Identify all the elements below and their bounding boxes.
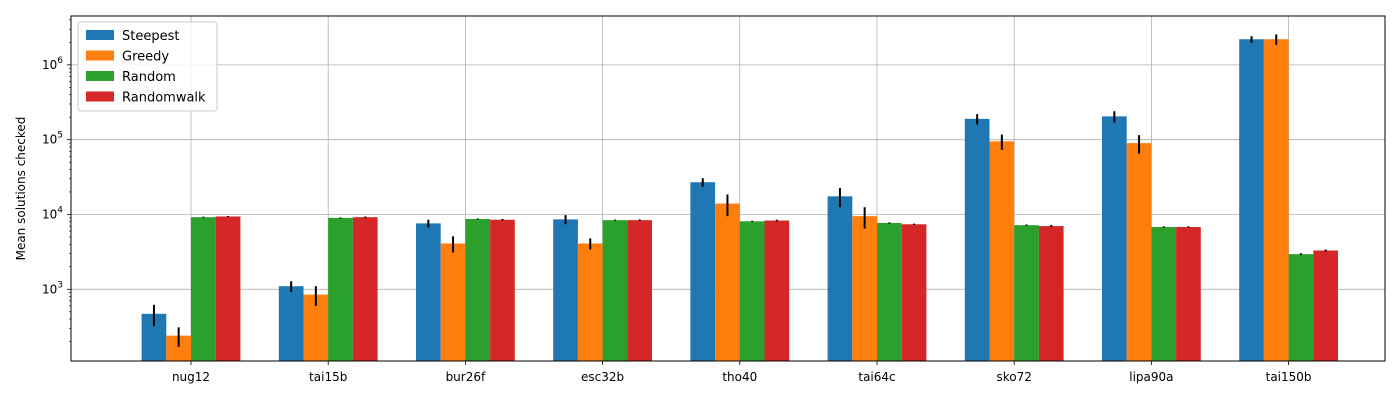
x-tick-label: bur26f [446,370,486,384]
bar-random [602,220,628,361]
legend-label: Steepest [122,29,179,44]
bar-randomwalk [627,220,652,361]
x-tick-label: lipa90a [1129,370,1173,384]
legend: Steepest Greedy Random Randomwalk [77,21,218,112]
bar-greedy [1263,39,1289,361]
bar-random [1288,254,1314,361]
bar-greedy [440,243,466,361]
bar-steepest [553,219,578,361]
y-tick-label: 104 [42,205,63,221]
bar-random [1151,227,1177,361]
legend-swatch [86,50,114,61]
bar-steepest [964,118,990,361]
x-tick-label: sko72 [997,370,1032,384]
bar-random [328,217,353,361]
bar-greedy [1126,143,1152,361]
bar-random [877,222,902,361]
legend-label: Random [122,70,176,85]
bar-randomwalk [490,219,515,361]
y-tick-label: 106 [42,56,63,72]
bar-randomwalk [901,224,927,361]
y-axis-label: Mean solutions checked [14,117,28,261]
legend-label: Randomwalk [122,91,206,106]
legend-box [77,21,218,112]
legend-swatch [86,71,114,81]
bars [141,39,1338,362]
y-tick-label: 105 [42,131,63,147]
bar-steepest [416,223,441,361]
x-tick-label: nug12 [172,370,210,384]
bar-greedy [989,141,1015,361]
bar-steepest [827,196,853,361]
bar-randomwalk [1176,227,1201,361]
bar-steepest [278,286,304,361]
plot-area-frame [70,15,1386,362]
bar-greedy [577,243,603,361]
bar-randomwalk [764,220,790,361]
x-tick-label: esc32b [581,370,624,384]
y-axis-ticks: 103 104 105 106 [42,19,71,342]
bar-random [1014,225,1039,361]
bar-random [191,217,216,361]
legend-swatch [86,91,114,102]
y-tick-label: 103 [42,280,63,296]
bar-steepest [1102,116,1127,362]
x-tick-label: tai150b [1266,370,1312,384]
bar-randomwalk [352,217,378,361]
bar-greedy [715,203,740,361]
error-bars [152,34,1327,347]
bar-randomwalk [215,216,241,361]
bar-randomwalk [1313,250,1338,361]
x-axis-ticks: nug12 tai15b bur26f esc32b tho40 tai64c sko72 l… [172,361,1312,384]
legend-swatch [86,30,114,40]
bar-random [739,221,765,361]
legend-label: Greedy [122,50,169,65]
x-tick-label: tai64c [858,370,895,384]
bar-random [465,219,491,361]
bar-randomwalk [1038,226,1064,361]
x-tick-label: tho40 [722,370,757,384]
bar-steepest [1239,39,1264,361]
bar-greedy [852,216,877,361]
x-tick-label: tai15b [309,370,347,384]
bar-steepest [690,182,716,361]
